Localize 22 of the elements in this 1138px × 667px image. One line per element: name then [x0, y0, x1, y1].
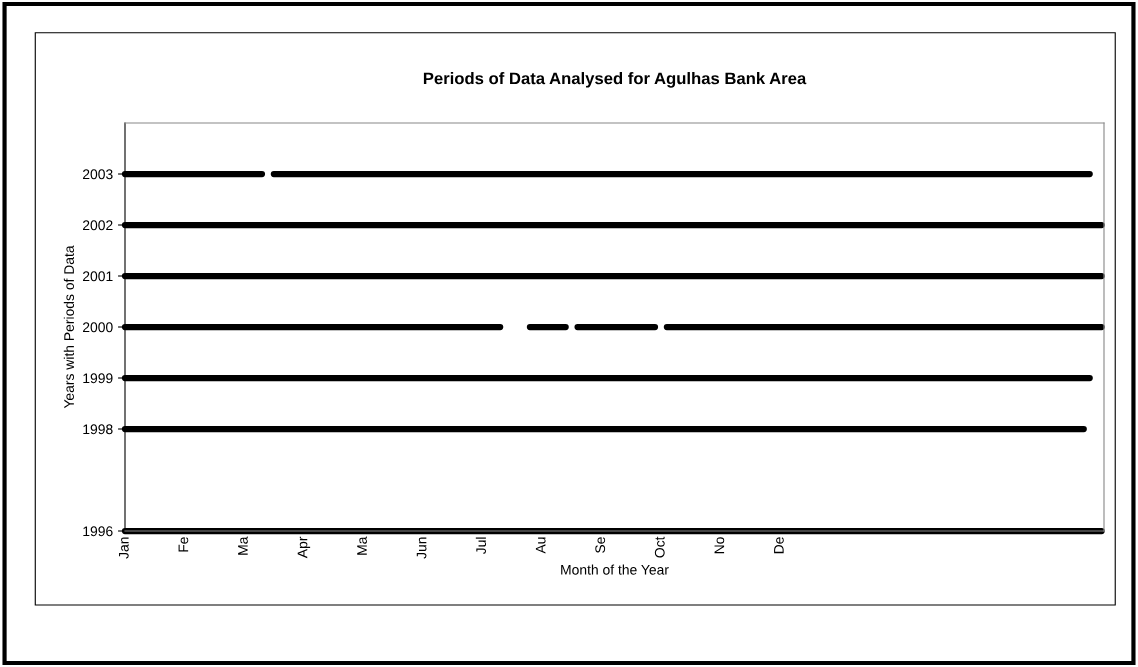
y-tick-label: 1996 [83, 526, 113, 537]
x-tick-label: Ma [238, 536, 248, 555]
x-tick-label: Jul [475, 537, 487, 555]
x-tick-label: Ma [357, 536, 367, 555]
y-tick-label: 1999 [83, 373, 113, 384]
x-tick-label: Oct [654, 536, 665, 558]
chart-title: Periods of Data Analysed for Agulhas Bank Area [423, 72, 807, 88]
y-tick-label: 2000 [83, 322, 113, 333]
y-tick-label: 1998 [83, 424, 113, 435]
x-tick-label: No [714, 537, 725, 554]
x-tick-label: De [774, 537, 784, 554]
y-axis-title: Years with Periods of Data [63, 245, 74, 409]
x-tick-label: Jan [119, 537, 129, 559]
y-tick-label: 2003 [83, 169, 113, 180]
x-tick-label: Fe [178, 537, 189, 552]
x-tick-label: Se [595, 537, 606, 553]
x-tick-label: Au [535, 537, 546, 554]
x-axis-title: Month of the Year [561, 564, 669, 575]
y-tick-label: 2002 [83, 220, 113, 231]
x-tick-label: Jun [416, 537, 427, 559]
x-tick-label: Apr [297, 536, 311, 559]
y-tick-label: 2001 [83, 271, 113, 282]
